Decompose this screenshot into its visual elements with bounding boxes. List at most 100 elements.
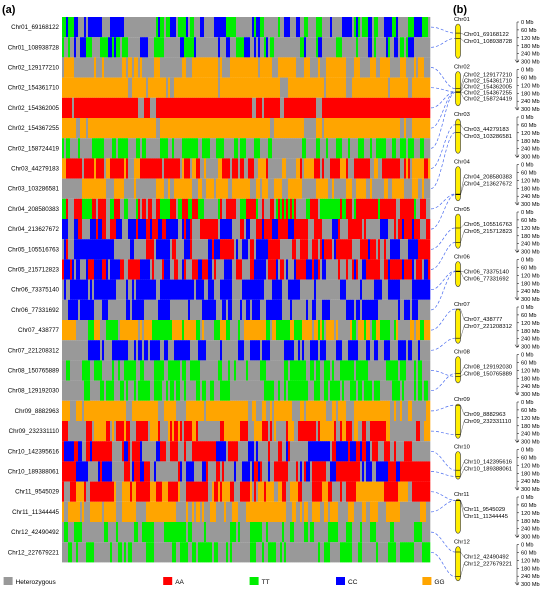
genotype-cell: [336, 138, 339, 159]
genotype-cell: [314, 77, 317, 98]
genotype-cell: [332, 118, 335, 139]
genotype-cell: [396, 279, 399, 300]
genotype-cell: [170, 320, 173, 341]
genotype-cell: [208, 279, 211, 300]
genotype-cell: [74, 360, 77, 381]
genotype-cell: [296, 239, 299, 260]
genotype-cell: [394, 239, 397, 260]
genotype-cell: [424, 37, 427, 58]
genotype-cell: [198, 118, 201, 139]
genotype-cell: [384, 17, 387, 38]
genotype-cell: [144, 259, 147, 280]
genotype-cell: [96, 17, 99, 38]
genotype-cell: [386, 279, 389, 300]
genotype-cell: [404, 340, 407, 361]
genotype-cell: [120, 461, 123, 482]
genotype-cell: [226, 219, 229, 240]
genotype-cell: [418, 441, 421, 462]
genotype-cell: [402, 501, 405, 522]
genotype-cell: [122, 441, 125, 462]
genotype-cell: [180, 37, 183, 58]
genotype-cell: [314, 340, 317, 361]
genotype-cell: [340, 360, 343, 381]
genotype-cell: [154, 17, 157, 38]
genotype-cell: [414, 77, 417, 98]
genotype-cell: [100, 158, 103, 179]
genotype-cell: [90, 461, 93, 482]
genotype-cell: [182, 421, 185, 442]
genotype-cell: [372, 239, 375, 260]
genotype-cell: [416, 380, 419, 401]
genotype-cell: [100, 340, 103, 361]
genotype-cell: [194, 421, 197, 442]
genotype-cell: [422, 37, 425, 58]
genotype-cell: [168, 320, 171, 341]
genotype-cell: [144, 360, 147, 381]
genotype-cell: [124, 239, 127, 260]
genotype-cell: [350, 441, 353, 462]
genotype-cell: [290, 158, 293, 179]
genotype-cell: [234, 37, 237, 58]
genotype-cell: [64, 360, 67, 381]
genotype-cell: [346, 279, 349, 300]
genotype-cell: [166, 461, 169, 482]
genotype-cell: [132, 360, 135, 381]
genotype-cell: [382, 178, 385, 199]
genotype-cell: [342, 97, 345, 118]
genotype-cell: [200, 77, 203, 98]
genotype-cell: [382, 279, 385, 300]
genotype-cell: [116, 340, 119, 361]
genotype-cell: [74, 522, 77, 543]
genotype-cell: [278, 461, 281, 482]
genotype-cell: [126, 178, 129, 199]
genotype-cell: [66, 360, 69, 381]
genotype-cell: [360, 97, 363, 118]
genotype-cell: [118, 158, 121, 179]
genotype-cell: [174, 37, 177, 58]
genotype-cell: [166, 360, 169, 381]
genotype-cell: [316, 77, 319, 98]
heatmap-row: [62, 17, 431, 38]
genotype-cell: [312, 97, 315, 118]
genotype-cell: [82, 522, 85, 543]
genotype-heatmap: [62, 17, 431, 563]
genotype-cell: [264, 481, 267, 502]
genotype-cell: [194, 299, 197, 320]
genotype-cell: [322, 360, 325, 381]
genotype-cell: [334, 259, 337, 280]
genotype-cell: [358, 360, 361, 381]
genotype-cell: [194, 279, 197, 300]
genotype-cell: [260, 522, 263, 543]
genotype-cell: [386, 421, 389, 442]
genotype-cell: [108, 380, 111, 401]
genotype-cell: [224, 279, 227, 300]
genotype-cell: [122, 360, 125, 381]
genotype-cell: [340, 118, 343, 139]
genotype-cell: [132, 421, 135, 442]
genotype-cell: [398, 138, 401, 159]
genotype-cell: [132, 461, 135, 482]
genotype-cell: [104, 481, 107, 502]
genotype-cell: [84, 239, 87, 260]
genotype-cell: [106, 219, 109, 240]
genotype-cell: [410, 360, 413, 381]
genotype-cell: [128, 380, 131, 401]
genotype-cell: [308, 400, 311, 421]
genotype-cell: [240, 37, 243, 58]
genotype-cell: [412, 178, 415, 199]
genotype-cell: [196, 421, 199, 442]
genotype-cell: [320, 522, 323, 543]
genotype-cell: [216, 522, 219, 543]
genotype-cell: [226, 421, 229, 442]
genotype-cell: [400, 320, 403, 341]
genotype-cell: [116, 158, 119, 179]
genotype-cell: [134, 259, 137, 280]
genotype-cell: [380, 37, 383, 58]
genotype-cell: [426, 37, 429, 58]
genotype-cell: [150, 340, 153, 361]
genotype-cell: [178, 118, 181, 139]
genotype-cell: [322, 219, 325, 240]
genotype-cell: [304, 542, 307, 563]
genotype-cell: [286, 461, 289, 482]
genotype-cell: [172, 340, 175, 361]
